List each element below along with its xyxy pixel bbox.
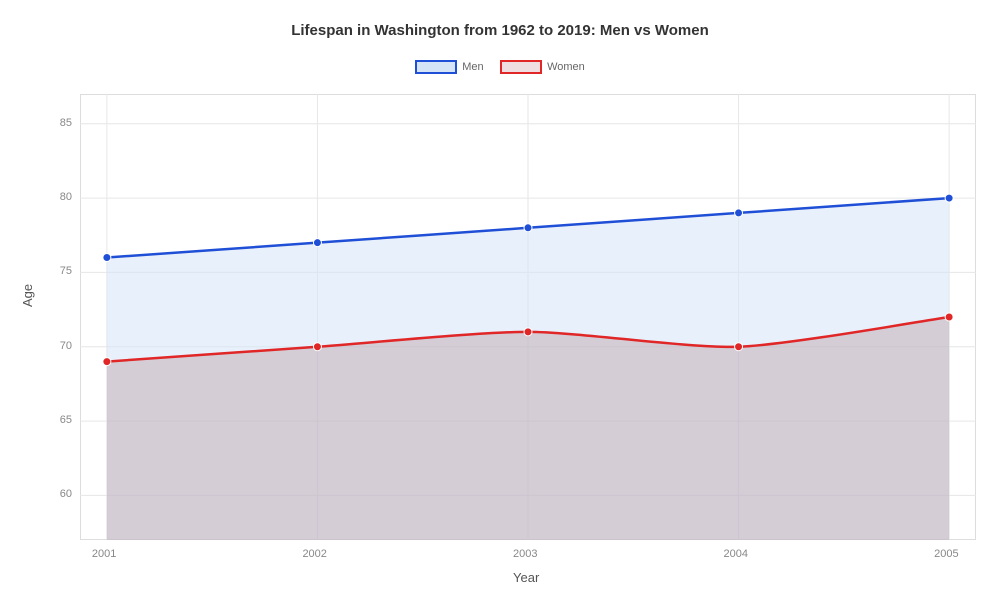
legend-swatch-women xyxy=(500,60,542,74)
y-tick-label: 85 xyxy=(60,117,72,129)
y-tick-label: 75 xyxy=(60,265,72,277)
legend: Men Women xyxy=(0,60,1000,79)
legend-swatch-men xyxy=(415,60,457,74)
chart-container: Lifespan in Washington from 1962 to 2019… xyxy=(0,0,1000,600)
x-axis-label: Year xyxy=(513,570,539,585)
x-tick-label: 2003 xyxy=(513,548,537,560)
y-tick-label: 70 xyxy=(60,340,72,352)
legend-item-men[interactable]: Men xyxy=(415,60,483,74)
x-tick-label: 2005 xyxy=(934,548,958,560)
chart-title: Lifespan in Washington from 1962 to 2019… xyxy=(0,22,1000,39)
x-tick-label: 2001 xyxy=(92,548,116,560)
x-tick-label: 2002 xyxy=(302,548,326,560)
legend-label-women: Women xyxy=(547,61,585,73)
legend-label-men: Men xyxy=(462,61,483,73)
y-tick-label: 60 xyxy=(60,488,72,500)
plot-area xyxy=(80,94,976,540)
x-tick-label: 2004 xyxy=(724,548,748,560)
y-tick-label: 65 xyxy=(60,414,72,426)
y-tick-label: 80 xyxy=(60,191,72,203)
y-axis-label: Age xyxy=(20,284,35,307)
legend-item-women[interactable]: Women xyxy=(500,60,585,74)
